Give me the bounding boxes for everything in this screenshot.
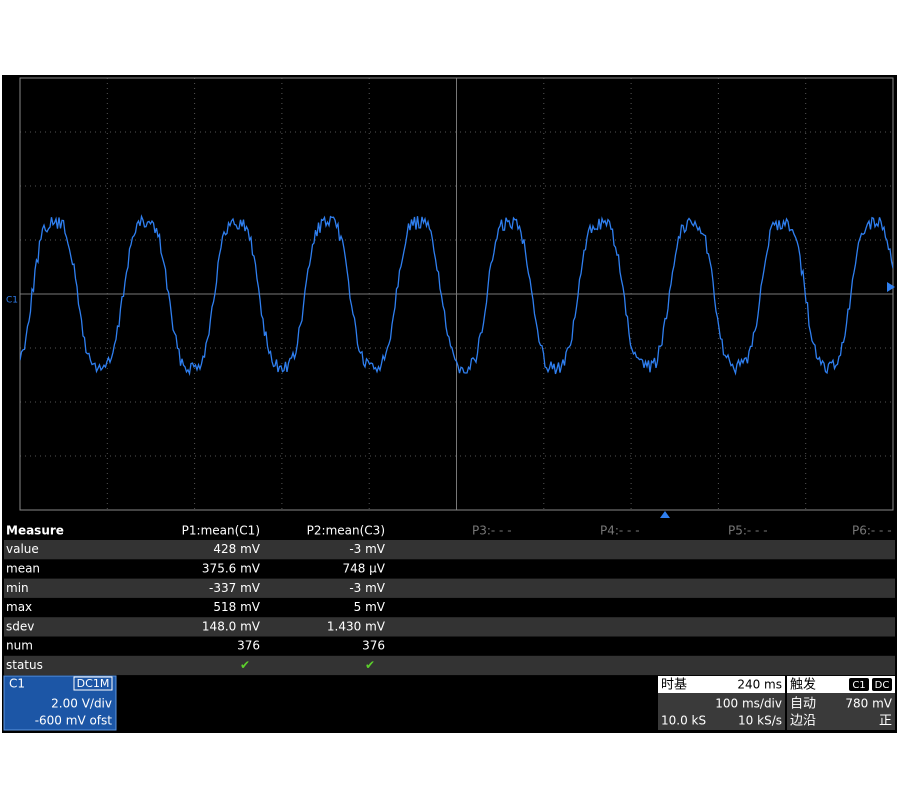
measure-value: 1.430 mV bbox=[327, 619, 386, 633]
coupling-badge bbox=[872, 678, 892, 691]
source-badge bbox=[849, 678, 869, 691]
row-background bbox=[4, 540, 895, 560]
delay: 240 ms bbox=[737, 678, 782, 692]
vertical-scale: 2.00 V/div bbox=[51, 697, 112, 711]
trigger-type: 边沿 bbox=[790, 714, 816, 729]
measure-value: -3 mV bbox=[349, 581, 385, 595]
measure-value: 376 bbox=[237, 639, 260, 653]
trigger-position-marker bbox=[660, 511, 670, 518]
measure-header: P1:mean(C1) bbox=[182, 524, 260, 538]
measure-value: -3 mV bbox=[349, 542, 385, 556]
waveform bbox=[20, 214, 893, 377]
measure-label: mean bbox=[6, 561, 40, 575]
measure-value: 518 mV bbox=[213, 600, 260, 614]
measure-table: Measure P1:mean(C1) P2:mean(C3) P3:- - - P4:… bbox=[4, 524, 895, 676]
trigger-label: 触发 bbox=[790, 677, 816, 693]
trigger-level-marker bbox=[887, 282, 895, 292]
coupling: DC1M bbox=[77, 677, 110, 690]
time-scale: 100 ms/div bbox=[715, 697, 782, 711]
grid bbox=[20, 78, 893, 510]
measure-header: P4:- - - bbox=[600, 524, 640, 538]
trigger-slope: 正 bbox=[879, 714, 892, 729]
measure-value: 148.0 mV bbox=[202, 619, 261, 633]
measure-label: value bbox=[6, 542, 39, 556]
measure-value: 5 mV bbox=[354, 600, 386, 614]
trigger-mode: 自动 bbox=[790, 697, 816, 712]
trigger-source: C1 bbox=[852, 680, 865, 691]
coupling-badge bbox=[73, 676, 113, 691]
measure-label: num bbox=[6, 639, 33, 653]
row-background bbox=[4, 578, 895, 598]
channel-name: C1 bbox=[9, 677, 25, 691]
timebase-label: 时基 bbox=[661, 678, 687, 693]
measure-value: 376 bbox=[362, 639, 385, 653]
row-background bbox=[4, 617, 895, 637]
measure-value: 375.6 mV bbox=[202, 561, 261, 575]
channel-marker: C1 bbox=[6, 296, 18, 306]
sample-rate: 10 kS/s bbox=[738, 714, 782, 728]
measure-label: min bbox=[6, 581, 29, 595]
measure-label: max bbox=[6, 600, 32, 614]
trigger-level: 780 mV bbox=[845, 697, 892, 711]
row-background bbox=[4, 655, 895, 676]
measure-header: Measure bbox=[6, 524, 64, 538]
trigger-coupling: DC bbox=[875, 680, 890, 691]
offset: -600 mV ofst bbox=[35, 714, 113, 728]
measure-value: 748 µV bbox=[342, 561, 385, 575]
measure-header: P6:- - - bbox=[852, 524, 892, 538]
measure-header: P3:- - - bbox=[472, 524, 512, 538]
samples: 10.0 kS bbox=[661, 714, 706, 728]
measure-header: P5:- - - bbox=[728, 524, 768, 538]
timebase-header bbox=[658, 676, 785, 693]
measure-label: sdev bbox=[6, 619, 34, 633]
status-check: ✔ bbox=[240, 658, 250, 672]
grid-border bbox=[19, 77, 894, 511]
status-check: ✔ bbox=[365, 658, 375, 672]
measure-label: status bbox=[6, 658, 43, 672]
measure-value: 428 mV bbox=[213, 542, 260, 556]
measure-value: -337 mV bbox=[209, 581, 261, 595]
measure-header: P2:mean(C3) bbox=[307, 524, 385, 538]
